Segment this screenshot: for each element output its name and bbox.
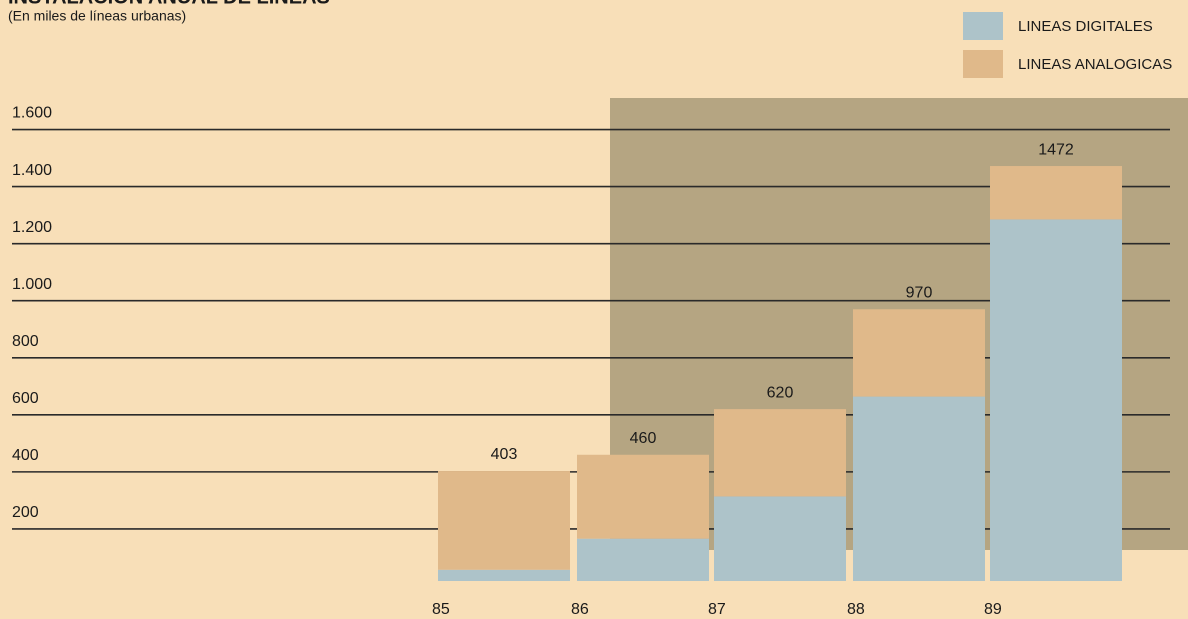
y-tick-label: 600 [12,390,39,407]
bar-segment [438,569,570,581]
bar-segment [714,409,846,497]
chart-subtitle: (En miles de líneas urbanas) [8,8,186,24]
total-label: 620 [767,384,794,401]
y-tick-label: 400 [12,447,39,464]
bar-segment [577,454,709,539]
total-label: 403 [491,446,518,463]
legend-swatch [963,12,1003,40]
bar-segment [438,471,570,570]
legend-swatch [963,50,1003,78]
x-tick-label: 86 [571,601,589,618]
bar-segment [990,166,1122,220]
bar-segment [853,309,985,397]
x-tick-label: 85 [432,601,450,618]
x-tick-label: 87 [708,601,726,618]
total-label: 1472 [1038,141,1074,158]
y-tick-label: 1.600 [12,105,52,122]
total-label: 970 [906,284,933,301]
total-label: 460 [630,430,657,447]
y-tick-label: 800 [12,333,39,350]
chart-title: INSTALACION ANUAL DE LINEAS [8,0,330,8]
y-tick-label: 1.200 [12,219,52,236]
bar-segment [714,496,846,581]
legend-label: LINEAS DIGITALES [1018,18,1153,35]
legend-label: LINEAS ANALOGICAS [1018,56,1172,73]
y-tick-label: 200 [12,504,39,521]
x-tick-label: 89 [984,601,1002,618]
x-tick-label: 88 [847,601,865,618]
y-tick-label: 1.400 [12,162,52,179]
bar-segment [990,219,1122,581]
bar-segment [577,538,709,581]
y-tick-label: 1.000 [12,276,52,293]
bar-segment [853,396,985,581]
